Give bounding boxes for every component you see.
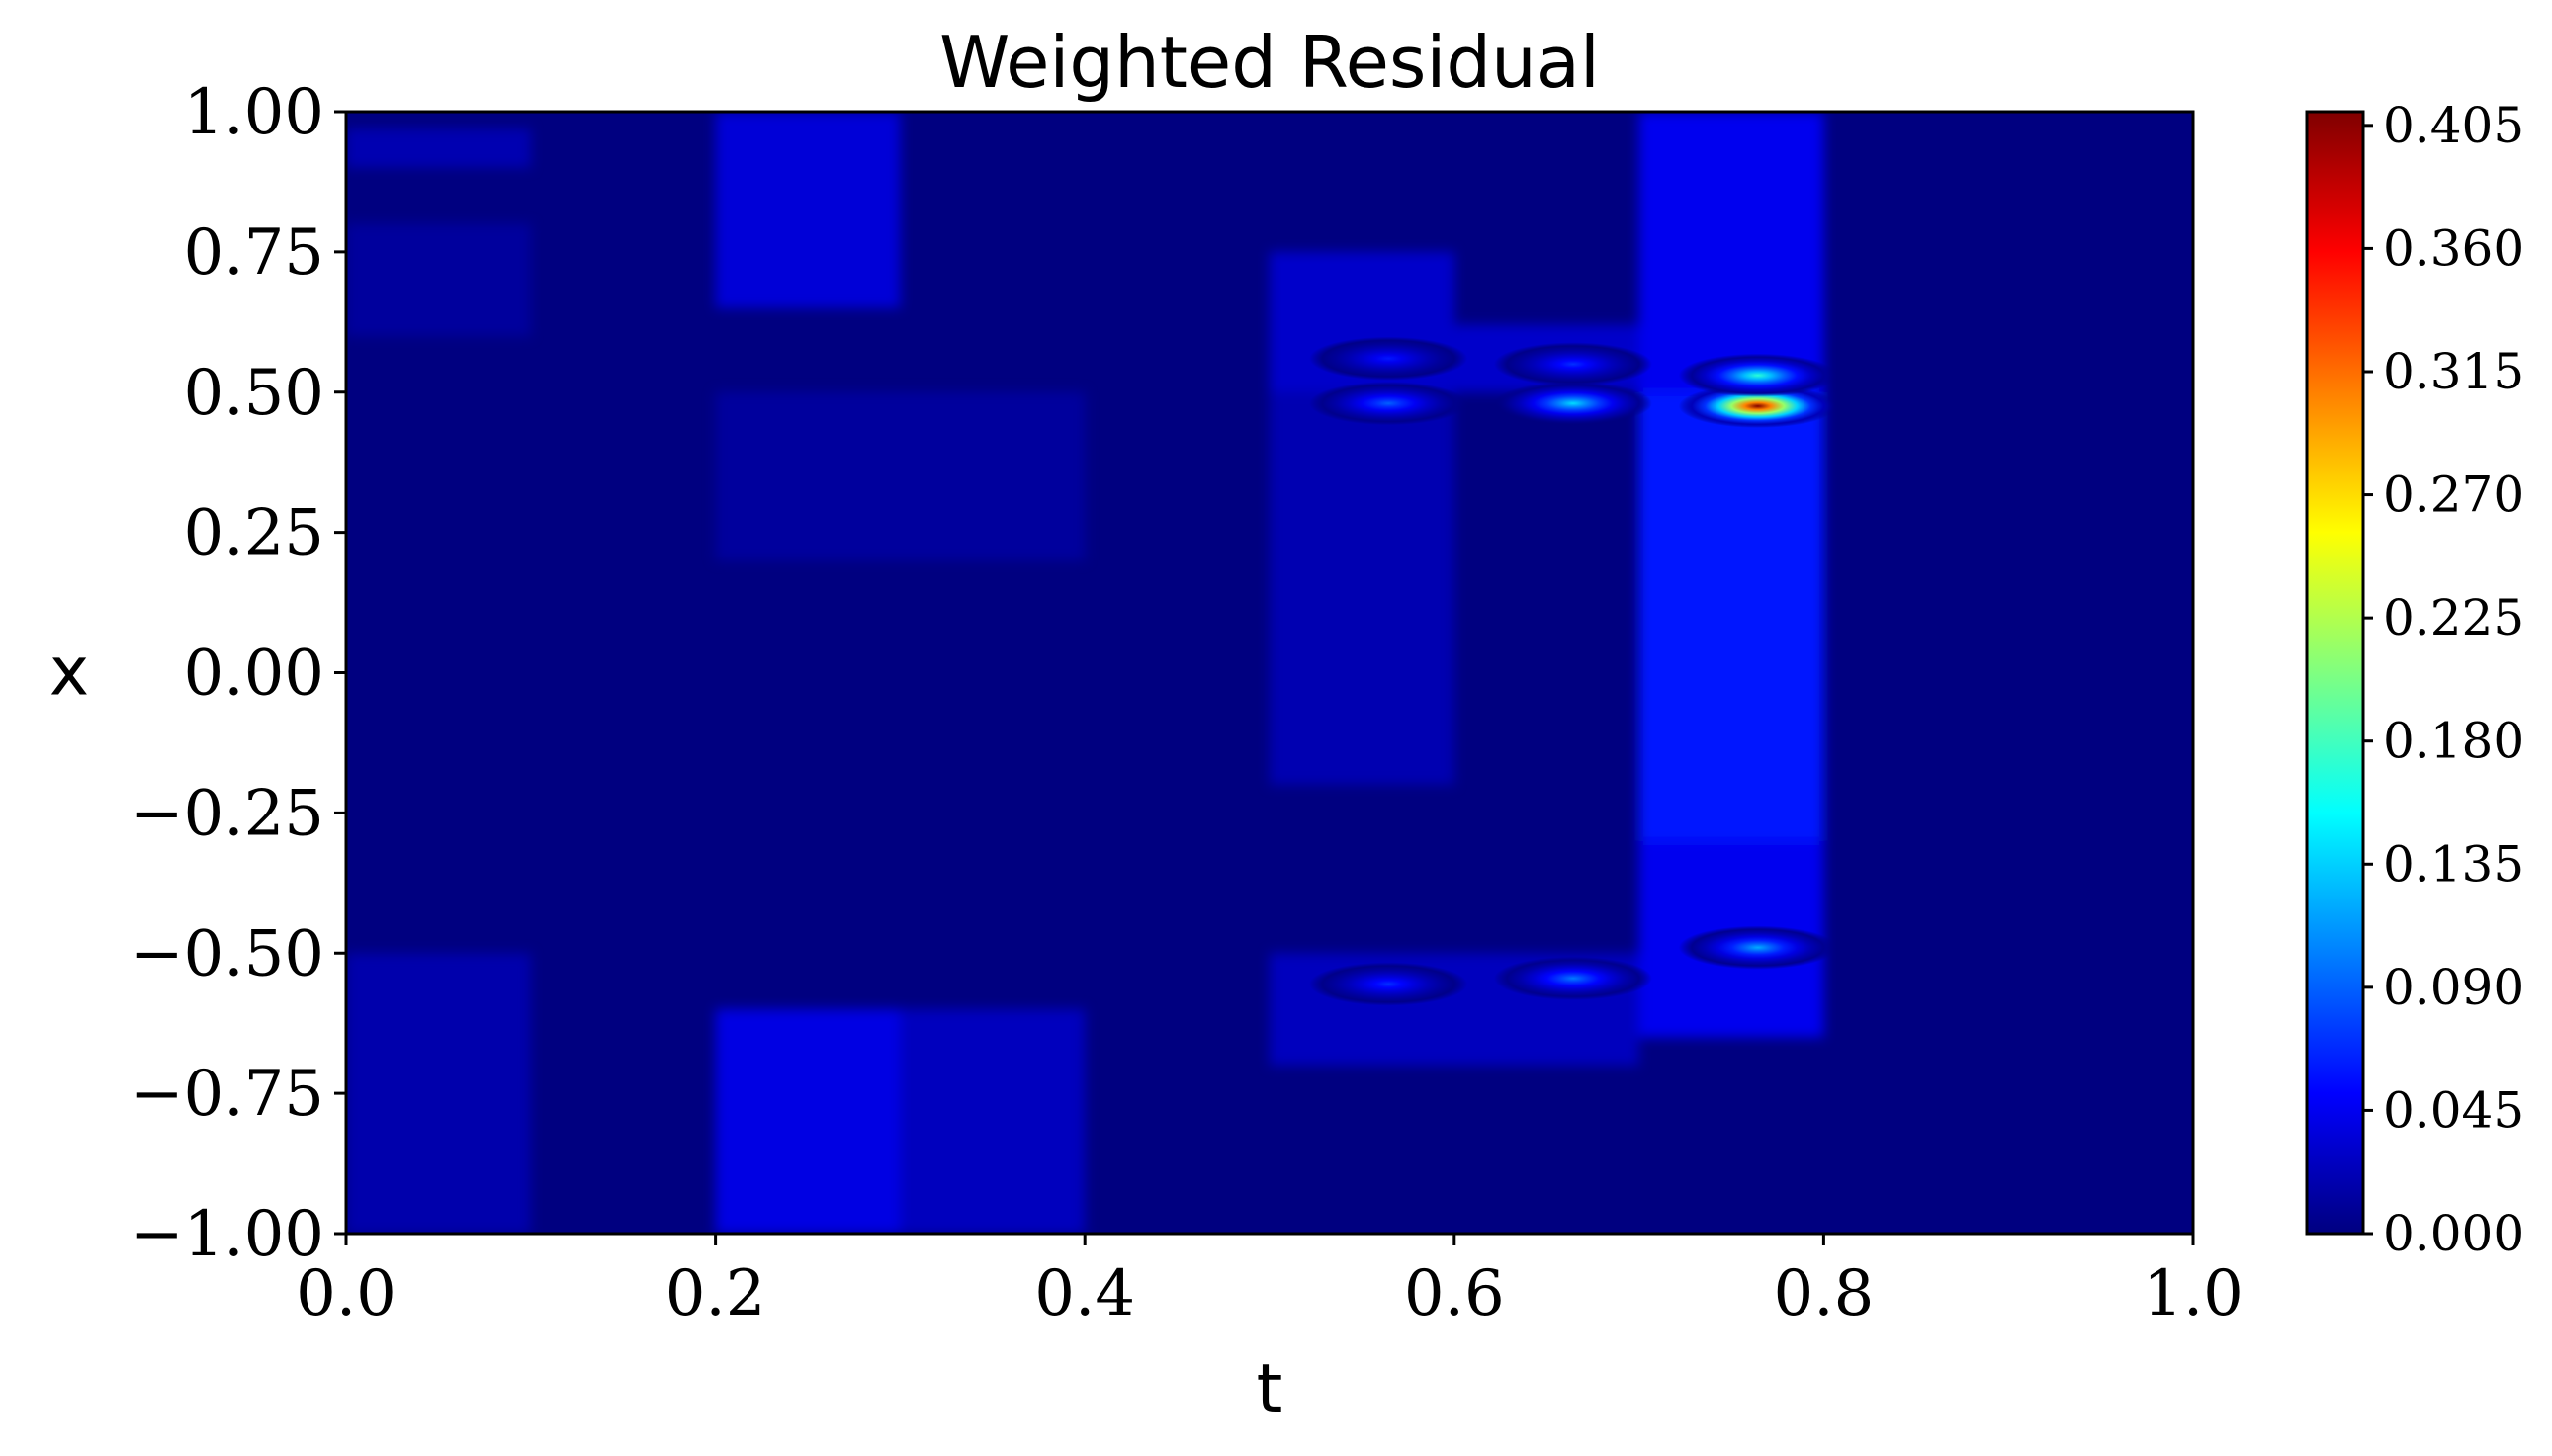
colorbar-tick-label: 0.180 (2383, 713, 2524, 770)
colorbar-tick-label: 0.045 (2383, 1081, 2524, 1139)
y-tick-label: −0.50 (131, 917, 324, 990)
heatmap-hotspot-6 (1678, 925, 1837, 970)
colorbar-tick-label: 0.405 (2383, 97, 2524, 154)
y-tick-label: 1.00 (184, 76, 325, 149)
heatmap-hotspot-4 (1309, 336, 1468, 381)
colorbar-tick-label: 0.360 (2383, 219, 2524, 277)
axes: 0.0 0.2 0.4 0.6 0.8 1.0 1.00 0.75 0.50 0.25 0.00 −0… (131, 76, 2244, 1330)
heatmap-region-12 (1638, 391, 1824, 841)
y-tick-label: 0.00 (184, 638, 325, 711)
colorbar-tick-label: 0.270 (2383, 467, 2524, 524)
colorbar-tick-label: 0.000 (2383, 1205, 2524, 1262)
x-tick-label: 1.0 (2143, 1257, 2244, 1330)
heatmap-region-0 (346, 128, 531, 168)
y-tick-label: −0.25 (131, 777, 324, 850)
x-tick-label: 0.6 (1404, 1257, 1505, 1330)
y-tick-label: 0.75 (184, 216, 325, 290)
colorbar-fill (2307, 112, 2363, 1234)
heatmap-hotspot-3 (1309, 382, 1468, 426)
colorbar-tick-label: 0.315 (2383, 343, 2524, 400)
heatmap-region-2 (346, 953, 531, 1234)
colorbar-tick-label: 0.090 (2383, 959, 2524, 1016)
colorbar-frame (2305, 110, 2365, 1236)
heatmap-region-8 (1270, 391, 1454, 785)
y-tick-label: −0.75 (131, 1058, 324, 1131)
heatmap-hotspot-1 (1678, 353, 1837, 397)
plot-area (346, 112, 2193, 1234)
y-axis-label: x (49, 634, 89, 712)
heatmap-hotspot-0 (1678, 384, 1837, 428)
heatmap-region-5 (715, 1009, 901, 1234)
colorbar-tick-label: 0.135 (2383, 835, 2524, 893)
heatmap-region-1 (346, 223, 531, 336)
colorbar: 0.405 0.360 0.315 0.270 0.225 0.180 0.135 0.090… (2305, 97, 2524, 1262)
x-tick-label: 0.0 (296, 1257, 396, 1330)
x-axis-label: t (1257, 1350, 1283, 1428)
heatmap-hotspot-7 (1493, 956, 1652, 1000)
heatmap-hotspot-8 (1309, 962, 1468, 1006)
heatmap-region-4 (715, 391, 1086, 560)
colorbar-tick-label: 0.225 (2383, 589, 2524, 646)
y-tick-label: 0.25 (184, 497, 325, 570)
heatmap-hotspot-2 (1493, 382, 1652, 426)
y-tick-label: −1.00 (131, 1198, 324, 1271)
heatmap-region-6 (900, 1009, 1086, 1234)
chart-title: Weighted Residual (939, 21, 1600, 104)
heatmap-hotspot-5 (1493, 342, 1652, 386)
x-tick-label: 0.4 (1034, 1257, 1135, 1330)
x-tick-label: 0.2 (665, 1257, 766, 1330)
heatmap-region-3 (715, 112, 901, 308)
x-tick-label: 0.8 (1774, 1257, 1875, 1330)
y-tick-label: 0.50 (184, 357, 325, 430)
